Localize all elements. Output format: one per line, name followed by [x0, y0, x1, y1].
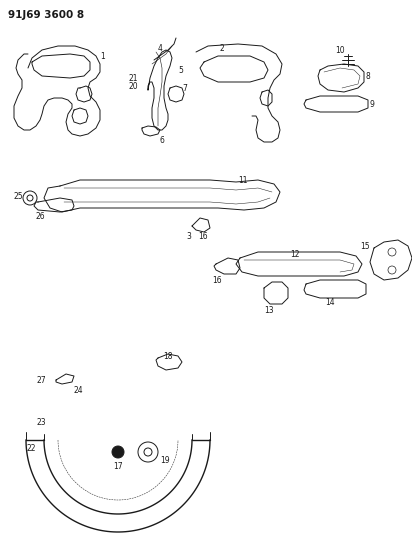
Text: 18: 18 — [163, 352, 173, 361]
Text: 24: 24 — [74, 386, 84, 395]
Text: 1: 1 — [100, 52, 105, 61]
Text: 16: 16 — [198, 232, 208, 241]
Text: 5: 5 — [178, 66, 183, 75]
Text: 2: 2 — [220, 44, 225, 53]
Text: 6: 6 — [159, 136, 164, 145]
Text: 9: 9 — [370, 100, 375, 109]
Text: 17: 17 — [113, 462, 123, 471]
Text: 15: 15 — [360, 242, 370, 251]
Text: 10: 10 — [335, 46, 345, 55]
Text: 27: 27 — [36, 376, 46, 385]
Text: 91J69 3600 8: 91J69 3600 8 — [8, 10, 84, 20]
Text: 23: 23 — [36, 418, 46, 427]
Text: 3: 3 — [186, 232, 191, 241]
Text: 20: 20 — [129, 82, 138, 91]
Text: 13: 13 — [264, 306, 274, 315]
Text: 4: 4 — [157, 44, 162, 53]
Text: 25: 25 — [13, 192, 23, 201]
Text: 11: 11 — [238, 176, 248, 185]
Text: 19: 19 — [160, 456, 170, 465]
Text: 7: 7 — [182, 84, 187, 93]
Text: 14: 14 — [325, 298, 335, 307]
Text: 21: 21 — [129, 74, 138, 83]
Text: 26: 26 — [36, 212, 46, 221]
Text: 12: 12 — [290, 250, 300, 259]
Text: 22: 22 — [26, 444, 36, 453]
Text: 8: 8 — [366, 72, 371, 81]
Text: 16: 16 — [212, 276, 222, 285]
Circle shape — [112, 446, 124, 458]
